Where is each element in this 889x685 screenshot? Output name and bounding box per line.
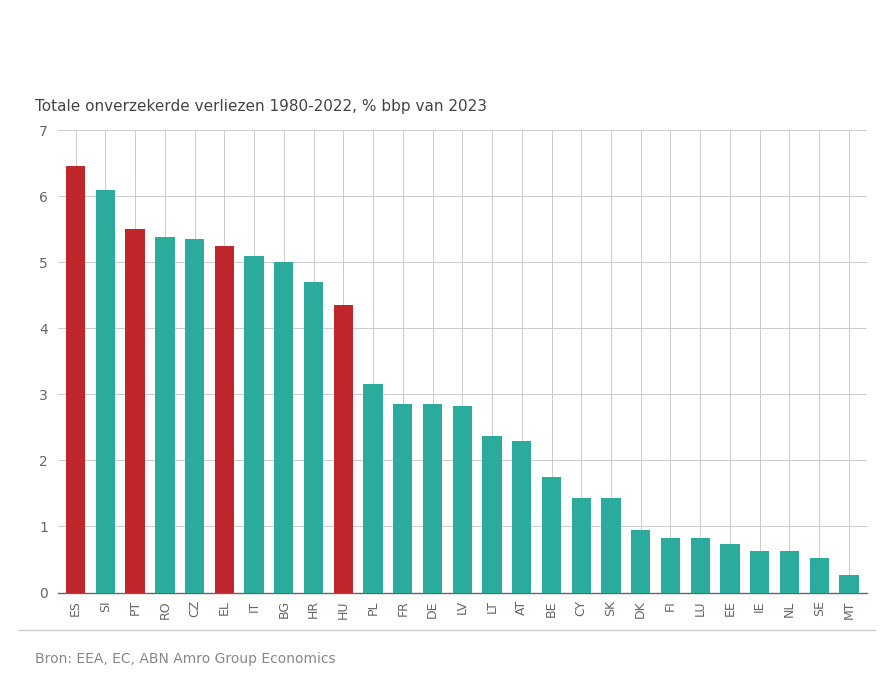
Bar [66, 166, 85, 593]
Bar [423, 404, 442, 593]
Bar [214, 246, 234, 593]
Bar [631, 530, 651, 593]
Text: Totale onverzekerde verliezen 1980-2022, % bbp van 2023: Totale onverzekerde verliezen 1980-2022,… [35, 99, 487, 114]
Bar [274, 262, 293, 593]
Bar [125, 229, 145, 593]
Bar [661, 538, 680, 593]
Text: Bron: EEA, EC, ABN Amro Group Economics: Bron: EEA, EC, ABN Amro Group Economics [35, 652, 335, 666]
Bar [839, 575, 859, 593]
Bar [453, 406, 472, 593]
Text: Onverzekerde acute fysieke klimaatverliezen: Onverzekerde acute fysieke klimaatverlie… [29, 40, 701, 66]
Bar [780, 551, 799, 593]
Bar [96, 190, 115, 593]
Bar [304, 282, 324, 593]
Bar [364, 384, 383, 593]
Bar [185, 239, 204, 593]
Bar [541, 477, 561, 593]
Bar [393, 404, 412, 593]
Bar [244, 256, 264, 593]
Bar [483, 436, 501, 593]
Bar [333, 306, 353, 593]
Bar [572, 498, 591, 593]
Bar [156, 237, 174, 593]
Bar [512, 440, 532, 593]
Bar [691, 538, 710, 593]
Bar [601, 498, 621, 593]
Bar [810, 558, 829, 593]
Bar [750, 551, 769, 593]
Bar [720, 545, 740, 593]
